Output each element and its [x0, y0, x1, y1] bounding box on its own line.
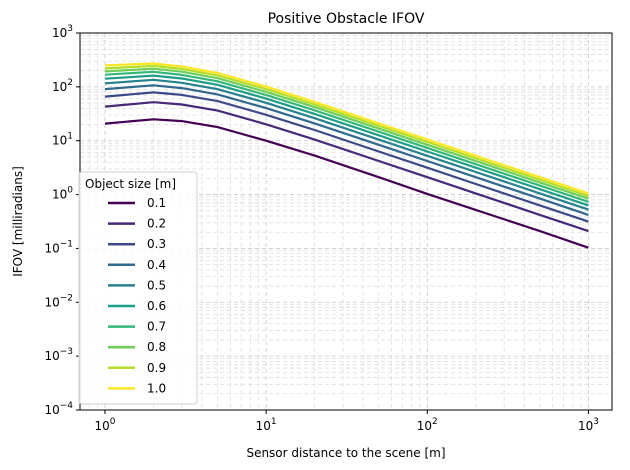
y-tick-label: 10−1: [44, 239, 73, 255]
grid: [79, 32, 612, 411]
x-tick-label: 100: [94, 417, 115, 433]
legend-entry-label: 0.9: [147, 361, 166, 375]
legend-entry-label: 0.1: [147, 196, 166, 210]
legend-entry-label: 0.4: [147, 258, 166, 272]
legend-title: Object size [m]: [85, 177, 176, 191]
y-tick-label: 10−2: [44, 293, 73, 309]
series-line-0.5: [104, 78, 589, 211]
legend-entry-label: 0.5: [147, 278, 166, 292]
axis-ticks: 100 101 102 103 10−4 10−3 10−2 10−1 100 101 102 103: [44, 24, 599, 433]
legend: Object size [m] 0.1 0.2 0.3 0.4 0.5 0.6 0.7 0.8…: [78, 171, 198, 405]
series-line-0.7: [104, 70, 589, 203]
series-line-0.1: [104, 118, 589, 249]
series-line-0.2: [104, 101, 589, 233]
y-tick-label: 10−4: [44, 401, 73, 417]
legend-entry-label: 0.8: [147, 340, 166, 354]
legend-entry-label: 0.6: [147, 299, 166, 313]
chart-title: Positive Obstacle IFOV: [268, 11, 425, 27]
y-tick-label: 10−3: [44, 347, 73, 363]
legend-entry-label: 0.3: [147, 237, 166, 251]
x-tick-label: 102: [417, 417, 438, 433]
legend-box: [78, 171, 198, 405]
y-tick-label: 101: [52, 132, 73, 148]
series-line-0.9: [104, 64, 589, 197]
x-tick-label: 101: [256, 417, 277, 433]
y-axis-label: IFOV [milliradians]: [11, 166, 25, 277]
series-line-0.8: [104, 67, 589, 200]
legend-entry-label: 0.2: [147, 217, 166, 231]
y-tick-label: 100: [52, 186, 73, 202]
series-line-1.0: [104, 62, 589, 195]
series-line-0.6: [104, 74, 589, 207]
y-tick-label: 103: [52, 24, 73, 40]
x-axis-label: Sensor distance to the scene [m]: [246, 446, 445, 460]
series-line-0.4: [104, 84, 589, 216]
x-tick-label: 103: [578, 417, 599, 433]
legend-entry-label: 1.0: [147, 381, 166, 395]
legend-entry-label: 0.7: [147, 320, 166, 334]
y-tick-label: 102: [52, 78, 73, 94]
series-line-0.3: [104, 91, 589, 223]
series-group: [104, 62, 589, 249]
